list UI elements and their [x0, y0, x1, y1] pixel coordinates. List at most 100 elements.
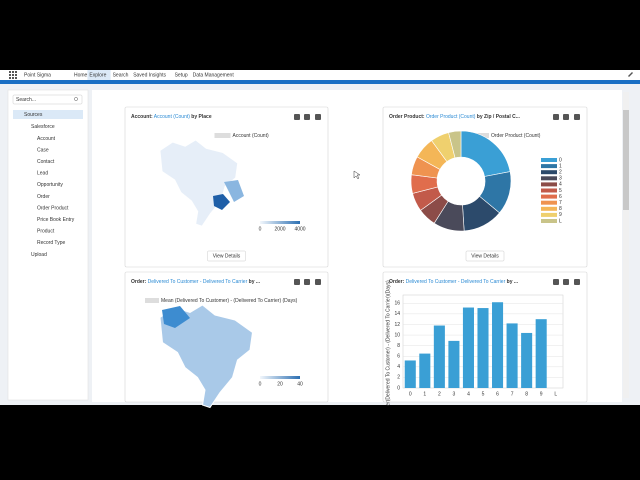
view-details-label[interactable]: View Details: [213, 253, 241, 259]
tree-root[interactable]: Sources: [24, 112, 43, 118]
nav-tab[interactable]: Saved Insights: [133, 72, 166, 78]
legend-label: Mean (Delivered To Customer) - (Delivere…: [161, 298, 298, 304]
thumb-up[interactable]: [294, 114, 300, 120]
nav-tab[interactable]: Explore: [89, 72, 106, 78]
legend-label: 1: [559, 163, 562, 169]
search-placeholder[interactable]: Search...: [16, 97, 36, 103]
search-icon: [74, 97, 78, 101]
scale-label: 20: [277, 381, 283, 387]
legend-swatch: [541, 200, 557, 205]
tree-item[interactable]: Order Product: [37, 205, 69, 211]
bar: [521, 332, 533, 388]
legend-label: Account (Count): [233, 133, 269, 139]
tree-item[interactable]: Lead: [37, 171, 48, 177]
title-part: Order Product (Count): [425, 114, 476, 120]
view-details[interactable]: [207, 250, 246, 262]
tree-item[interactable]: Case: [37, 147, 49, 153]
nav-bar: [0, 80, 640, 84]
thumb-up[interactable]: [553, 114, 559, 120]
title-part: by ...: [505, 279, 518, 285]
tree-item[interactable]: Product: [37, 229, 55, 235]
cursor: [353, 170, 361, 180]
tree-group[interactable]: Salesforce: [31, 124, 55, 130]
legend-label: Order Product (Count): [491, 133, 541, 139]
save[interactable]: [574, 279, 580, 285]
thumb-down[interactable]: [563, 279, 569, 285]
x-tick-label: 9: [540, 391, 543, 397]
scale-label: 40: [297, 381, 303, 387]
card-title: Order Product: Order Product (Count) by …: [389, 114, 520, 120]
legend-swatch: [541, 188, 557, 193]
bar: [477, 308, 489, 388]
nav-tab[interactable]: Data Management: [193, 72, 235, 78]
legend-label: 7: [559, 200, 562, 206]
legend-label: 5: [559, 188, 562, 194]
thumb-down[interactable]: [304, 114, 310, 120]
y-tick-label: 8: [397, 343, 400, 349]
thumb-down[interactable]: [563, 114, 569, 120]
save[interactable]: [315, 279, 321, 285]
y-tick-label: 4: [397, 364, 400, 370]
scale-label: 2000: [274, 226, 285, 232]
map-region: [162, 306, 190, 328]
title-part: by ...: [247, 279, 260, 285]
tree-item[interactable]: Opportunity: [37, 182, 63, 188]
x-tick-label: 7: [511, 391, 514, 397]
legend-label: 4: [559, 182, 562, 188]
tree-item[interactable]: Upload: [31, 252, 47, 258]
map: [159, 304, 254, 409]
legend-label: 0: [559, 157, 562, 163]
view-details-label[interactable]: View Details: [471, 253, 499, 259]
legend-label: L: [559, 218, 562, 224]
tree-item[interactable]: Record Type: [37, 240, 65, 246]
y-tick-label: 16: [394, 301, 400, 307]
tree-item[interactable]: Price Book Entry: [37, 217, 75, 223]
bar: [492, 302, 504, 388]
top-nav: [0, 70, 640, 80]
edit-icon[interactable]: [628, 72, 633, 77]
thumb-up[interactable]: [553, 279, 559, 285]
legend-swatch: [541, 206, 557, 211]
thumb-down[interactable]: [304, 279, 310, 285]
scale-bar: [260, 376, 300, 379]
map-region: [224, 180, 244, 202]
x-tick-label: 2: [438, 391, 441, 397]
legend-swatch: [541, 212, 557, 217]
map-region: [213, 194, 230, 210]
y-tick-label: 6: [397, 354, 400, 360]
legend-swatch: [145, 298, 159, 303]
tree-item[interactable]: Contact: [37, 159, 55, 165]
y-tick-label: 12: [394, 322, 400, 328]
bar: [462, 307, 474, 388]
x-tick-label: L: [554, 391, 557, 397]
scroll-thumb[interactable]: [623, 110, 629, 210]
save[interactable]: [315, 114, 321, 120]
y-tick-label: 10: [394, 332, 400, 338]
thumb-up[interactable]: [294, 279, 300, 285]
legend-swatch: [541, 170, 557, 175]
tree-item[interactable]: Account: [37, 136, 56, 142]
card-title: Order: Delivered To Customer - Delivered…: [131, 279, 261, 285]
sidebar: [7, 89, 89, 401]
nav-tab[interactable]: Home: [74, 72, 88, 78]
bar: [448, 340, 460, 388]
y-axis-label: er(Delivered To Customer) - (Delivered T…: [385, 280, 391, 406]
scale-label: 4000: [294, 226, 305, 232]
scrollbar: [623, 92, 629, 398]
nav-tab[interactable]: Setup: [175, 72, 188, 78]
search-box[interactable]: [12, 94, 83, 105]
x-tick-label: 3: [453, 391, 456, 397]
scale-label: 0: [259, 381, 262, 387]
bar: [506, 323, 518, 388]
view-details[interactable]: [465, 250, 505, 262]
brand: Point Sigma: [24, 72, 51, 78]
save[interactable]: [574, 114, 580, 120]
scale-label: 0: [259, 226, 262, 232]
pie-slice: [448, 130, 462, 159]
app-launcher[interactable]: [9, 71, 17, 79]
tree-item[interactable]: Order: [37, 194, 50, 200]
bar: [404, 360, 416, 388]
legend-swatch: [541, 176, 557, 181]
nav-tab[interactable]: Search: [113, 72, 129, 78]
